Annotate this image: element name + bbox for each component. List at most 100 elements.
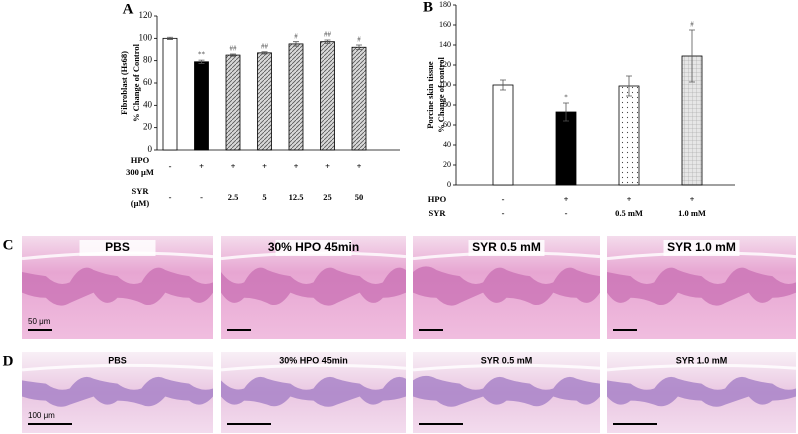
bar: [555, 111, 577, 186]
epidermis: [413, 375, 600, 407]
y-tick-label: 120: [439, 60, 451, 69]
error-bar: [626, 75, 632, 97]
bar: [194, 61, 209, 151]
significance-label: **: [198, 51, 206, 59]
error-bar: [500, 79, 506, 91]
row-cell: 12.5: [289, 192, 304, 202]
image-label: SYR 0.5 mM: [472, 240, 541, 254]
row-label: 300 μM: [126, 167, 154, 177]
y-tick-label: 40: [143, 99, 153, 109]
bar: [162, 37, 178, 151]
significance-label: ##: [230, 45, 238, 53]
bar: [492, 84, 514, 186]
row-cell: +: [325, 161, 330, 171]
y-tick-label: 0: [148, 144, 153, 154]
bar: [320, 41, 335, 151]
y-tick-label: 60: [143, 77, 153, 87]
error-bar: [324, 39, 331, 44]
error-bar: [198, 59, 205, 64]
y-tick-label: 60: [443, 120, 451, 129]
y-axis-title: % Change of control: [436, 57, 446, 133]
row-cell: 25: [323, 192, 332, 202]
y-tick-label: 80: [143, 55, 153, 65]
row-cell: 5: [262, 192, 266, 202]
error-bar: [293, 41, 299, 47]
significance-label: *: [564, 94, 568, 102]
y-tick-label: 80: [443, 100, 451, 109]
row-cell: -: [169, 161, 172, 171]
row-cell: -: [565, 208, 568, 218]
y-axis-title: Porcine skin tissue: [425, 61, 435, 129]
row-cell: -: [169, 192, 172, 202]
row-cell: +: [690, 194, 695, 204]
bar: [225, 54, 241, 151]
epidermis: [607, 376, 796, 407]
y-tick-label: 100: [139, 32, 153, 42]
y-tick-label: 140: [439, 40, 451, 49]
significance-label: #: [690, 21, 694, 29]
label-background: [79, 240, 156, 256]
error-bar: [563, 102, 569, 122]
epidermis: [221, 376, 406, 407]
row-cell: +: [564, 194, 569, 204]
row-cell: -: [200, 192, 203, 202]
significance-label: ##: [324, 31, 332, 39]
panel-letter: B: [423, 0, 433, 15]
image-label: PBS: [105, 240, 130, 254]
label-background: [663, 240, 740, 256]
y-tick-label: 40: [443, 140, 451, 149]
y-tick-label: 180: [439, 0, 451, 9]
y-axis-title: Fibroblast (Hs68): [119, 51, 129, 115]
row-cell: 1.0 mM: [678, 208, 706, 218]
row-cell: +: [199, 161, 204, 171]
row-label: SYR: [131, 186, 149, 196]
row-label: SYR: [428, 208, 446, 218]
label-background: [275, 240, 352, 256]
error-bar: [167, 36, 173, 40]
scale-bar-label: 100 μm: [28, 411, 55, 420]
label-background: [468, 240, 545, 256]
epidermis: [413, 266, 600, 306]
y-tick-label: 120: [139, 10, 153, 20]
y-tick-label: 100: [439, 80, 451, 89]
image-label: SYR 1.0 mM: [667, 240, 736, 254]
row-cell: 2.5: [228, 192, 239, 202]
epidermis: [607, 267, 796, 306]
row-cell: 50: [355, 192, 364, 202]
stratum-corneum: [412, 363, 601, 372]
row-cell: -: [502, 208, 505, 218]
scale-bar-label: 50 μm: [28, 317, 51, 326]
row-label: (μM): [131, 198, 150, 208]
row-cell: 0.5 mM: [615, 208, 643, 218]
error-bar: [261, 51, 268, 55]
row-label: HPO: [428, 194, 447, 204]
stratum-corneum: [21, 363, 214, 372]
bar: [257, 52, 272, 151]
image-label: PBS: [108, 355, 127, 365]
panel-letter: D: [3, 353, 14, 369]
panel-letter: A: [123, 1, 134, 17]
y-tick-label: 20: [143, 122, 153, 132]
significance-label: #: [357, 36, 361, 44]
significance-label: #: [294, 32, 298, 40]
stratum-corneum: [220, 363, 407, 372]
bar: [288, 43, 304, 151]
row-cell: +: [627, 194, 632, 204]
bar: [618, 85, 640, 186]
epidermis: [22, 376, 213, 407]
row-label: HPO: [131, 155, 150, 165]
error-bar: [689, 29, 695, 83]
error-bar: [230, 53, 236, 57]
image-label: 30% HPO 45min: [279, 355, 348, 365]
epidermis: [221, 267, 406, 306]
y-tick-label: 0: [447, 180, 451, 189]
image-label: 30% HPO 45min: [268, 240, 359, 254]
image-label: SYR 1.0 mM: [676, 355, 728, 365]
bar: [351, 46, 367, 151]
row-cell: +: [357, 161, 362, 171]
row-cell: +: [262, 161, 267, 171]
row-cell: +: [294, 161, 299, 171]
row-cell: +: [231, 161, 236, 171]
row-cell: -: [502, 194, 505, 204]
